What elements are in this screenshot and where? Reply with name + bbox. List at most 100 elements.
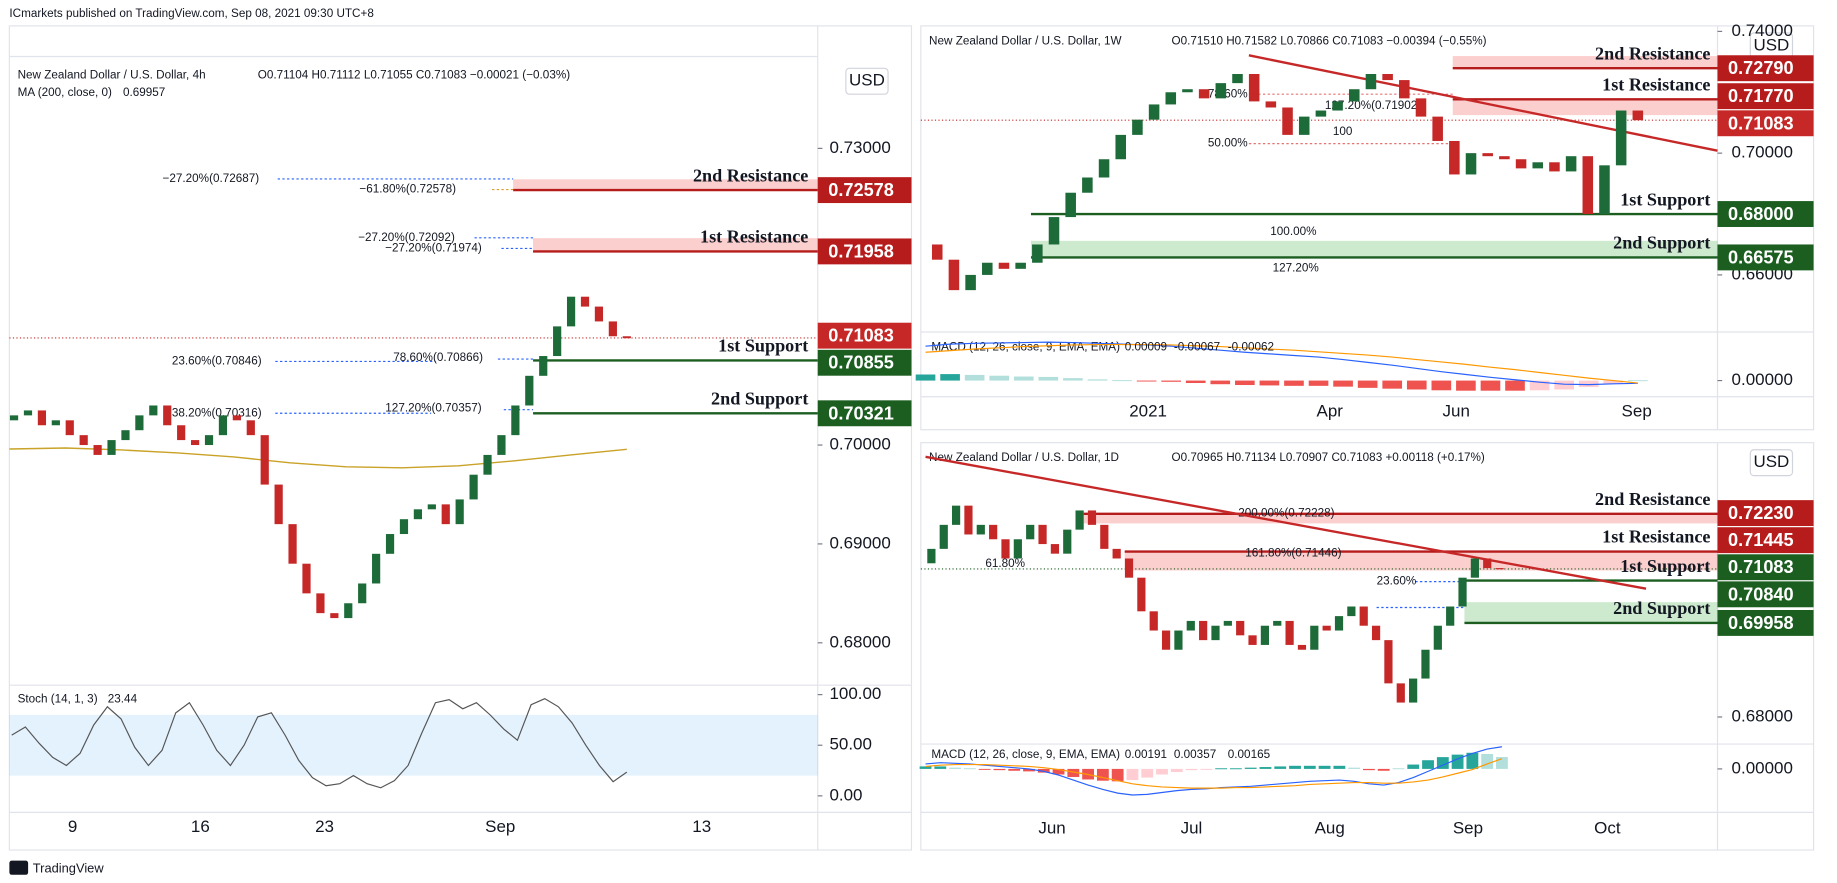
macd-histogram-bar <box>1284 380 1304 386</box>
price-label-box <box>817 322 912 349</box>
candle <box>163 405 172 426</box>
candle <box>1433 625 1442 650</box>
candle <box>1483 558 1492 569</box>
candle <box>1371 625 1381 641</box>
macd-histogram-bar <box>949 767 962 769</box>
macd-histogram-bar <box>1578 380 1599 388</box>
price-label: 0.70840 <box>1728 584 1794 604</box>
price-label: 0.68000 <box>1728 204 1794 224</box>
panel-frame <box>920 25 1815 431</box>
macd-histogram-bar <box>1357 380 1378 388</box>
macd-histogram-bar <box>1023 768 1035 772</box>
macd-histogram-bar <box>1554 380 1574 390</box>
candle <box>1532 162 1544 169</box>
currency-button <box>845 67 889 95</box>
macd-line <box>925 341 1638 386</box>
candle <box>218 415 228 436</box>
candle <box>1298 116 1310 135</box>
price-label: 0.72790 <box>1728 58 1794 78</box>
candle <box>608 321 617 337</box>
candle <box>964 505 973 535</box>
x-tick-label: Oct <box>1594 818 1621 837</box>
candle <box>951 505 961 525</box>
trend-line <box>1248 54 1718 152</box>
indicator-name: MACD (12, 26, close, 9, EMA, EMA) <box>931 748 1120 761</box>
price-label: 0.71445 <box>1728 530 1794 550</box>
overlay-name: MA (200, close, 0) <box>18 86 112 99</box>
candle <box>1223 620 1232 626</box>
candle <box>1432 116 1443 141</box>
macd-histogram-bar <box>1141 768 1154 778</box>
macd-histogram-bar <box>1363 768 1375 771</box>
currency-button <box>1749 449 1794 477</box>
macd-histogram-bar <box>1333 380 1353 387</box>
macd-histogram-bar <box>1274 766 1287 769</box>
candle <box>232 415 241 421</box>
macd-histogram-bar <box>1215 768 1228 770</box>
fib-label: 100.00% <box>1270 225 1317 238</box>
y-tick-label: 0.00 <box>829 785 862 804</box>
candle <box>1215 83 1227 99</box>
fib-label: 50.00% <box>1208 137 1248 150</box>
candle <box>1026 524 1035 540</box>
candle <box>1065 192 1076 218</box>
price-label: 0.69958 <box>1728 613 1794 633</box>
candle <box>469 474 478 500</box>
x-tick-label: Jun <box>1443 402 1470 421</box>
macd-histogram-bar <box>1096 768 1109 781</box>
macd-hist-value: 0.00191 <box>1125 748 1167 761</box>
level-name: 1st Resistance <box>700 227 808 247</box>
candle <box>976 524 985 535</box>
candle <box>566 296 576 327</box>
candle <box>1038 524 1047 545</box>
level-band <box>1452 99 1718 116</box>
candle <box>1515 159 1527 169</box>
level-band <box>513 179 818 191</box>
macd-histogram-bar <box>1052 768 1065 775</box>
macd-histogram-bar <box>1628 380 1648 382</box>
candle <box>1001 539 1010 559</box>
candle <box>1348 89 1360 102</box>
ohlc-values: O0.71510 H0.71582 L0.70866 C0.71083 −0.0… <box>1172 34 1487 47</box>
macd-hist-value: 0.00009 <box>1125 340 1167 353</box>
fib-label: 100 <box>1333 125 1353 138</box>
candle <box>1124 558 1134 578</box>
macd-histogram-bar <box>1170 768 1183 773</box>
price-label-box <box>817 238 912 265</box>
candle <box>1565 156 1577 172</box>
macd-histogram-bar <box>989 375 1010 381</box>
macd-histogram-bar <box>1496 757 1508 769</box>
candle <box>553 326 562 357</box>
price-label-box <box>817 177 912 204</box>
macd-histogram-bar <box>1308 380 1329 386</box>
price-label: 0.71083 <box>1728 557 1794 577</box>
candle <box>1415 98 1427 117</box>
candle <box>177 425 186 441</box>
candle <box>1137 577 1146 612</box>
candle <box>998 262 1010 269</box>
candle <box>455 499 464 525</box>
candle <box>413 509 422 520</box>
price-label-box <box>817 349 912 376</box>
candle <box>1282 107 1293 135</box>
candle <box>1549 162 1560 172</box>
candle <box>9 415 19 421</box>
candle <box>246 420 255 436</box>
fib-label: 127.20% <box>1273 262 1320 275</box>
candle <box>1013 539 1022 559</box>
fib-label: 161.80%(0.71446) <box>1245 546 1341 559</box>
y-tick-label: 0.00000 <box>1732 758 1793 777</box>
macd-histogram-bar <box>964 374 985 381</box>
macd-histogram-bar <box>1067 768 1080 777</box>
macd-histogram-bar <box>1087 379 1108 381</box>
fib-label: −27.20%(0.71974) <box>385 241 482 254</box>
panel-frame <box>8 25 913 851</box>
y-tick-label: 50.00 <box>829 735 871 754</box>
x-tick-label: Sep <box>1453 818 1483 837</box>
macd-histogram-bar <box>1456 380 1476 391</box>
macd-histogram-bar <box>1289 765 1301 769</box>
candle <box>1198 89 1210 99</box>
level-band <box>1452 56 1718 69</box>
level-band <box>533 238 818 252</box>
currency-label: USD <box>849 71 885 90</box>
